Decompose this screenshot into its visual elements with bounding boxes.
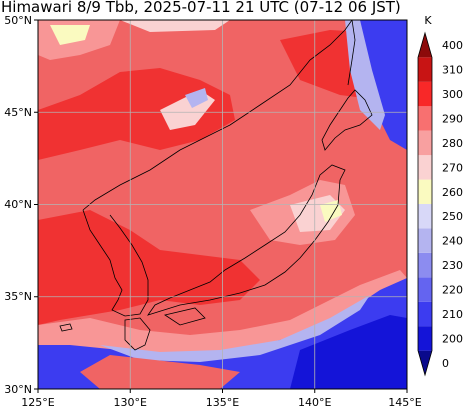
- hot-region-korea: [38, 210, 260, 325]
- xtick-label-145: 145°E: [388, 396, 421, 409]
- ytick-label-35: 35°N: [4, 290, 32, 303]
- colorbar-label-200: 200: [442, 332, 463, 345]
- cream-patch: [320, 200, 342, 222]
- pale-blue-band-south: [100, 295, 370, 362]
- colorbar-cell-7: [418, 179, 432, 204]
- map-title: Himawari 8/9 Tbb, 2025-07-11 21 UTC (07-…: [1, 0, 401, 16]
- colorbar-label-210: 210: [442, 308, 463, 321]
- colorbar-label-250: 250: [442, 210, 463, 223]
- colorbar-label-290: 290: [442, 113, 463, 126]
- ytick-label-45: 45°N: [4, 106, 32, 119]
- coastline-asia: [82, 20, 353, 211]
- colorbar-cell-8: [418, 155, 432, 180]
- colorbar-cell-9: [418, 130, 432, 156]
- colorbar-cell-2: [418, 301, 432, 327]
- colorbar: K 0 200 210 220 230 240 250 260 270 280 290 300 310 4…: [417, 14, 463, 377]
- colorbar-label-220: 220: [442, 284, 463, 297]
- colorbar-cell-0: [418, 350, 432, 375]
- hot-region-north: [38, 68, 235, 160]
- colorbar-cell-3: [418, 277, 432, 302]
- coastline-hokkaido: [321, 89, 373, 151]
- colorbar-cell-10: [418, 106, 432, 131]
- map-gridlines: [38, 20, 407, 389]
- colorbar-label-240: 240: [442, 235, 463, 248]
- colorbar-cell-13: [418, 33, 432, 58]
- coastline-korea: [82, 209, 149, 317]
- colorbar-label-300: 300: [442, 88, 463, 101]
- colorbar-cell-11: [418, 81, 432, 107]
- colorbar-cell-4: [418, 252, 432, 278]
- coastline-sakhalin: [347, 20, 356, 86]
- pale-region-northeast: [345, 20, 385, 130]
- pale-blue-streak: [185, 88, 208, 108]
- coastline-honshu: [146, 164, 346, 316]
- colorbar-label-260: 260: [442, 186, 463, 199]
- colorbar-label-280: 280: [442, 137, 463, 150]
- xtick-label-140: 140°E: [298, 396, 331, 409]
- warm-band-southwest: [80, 355, 240, 389]
- colorbar-cell-6: [418, 204, 432, 229]
- colorbar-cell-5: [418, 228, 432, 253]
- coastlines: [59, 20, 373, 351]
- colorbar-label-400: 400: [442, 39, 463, 52]
- xtick-label-130: 130°E: [114, 396, 147, 409]
- colorbar-label-0: 0: [442, 357, 449, 370]
- cream-region-northwest: [50, 25, 90, 45]
- axis-ticks: [34, 19, 408, 393]
- deep-blue-south: [290, 315, 407, 389]
- xtick-label-125: 125°E: [21, 396, 54, 409]
- colorbar-label-230: 230: [442, 259, 463, 272]
- colorbar-cell-12: [418, 57, 432, 82]
- colorbar-cell-1: [418, 326, 432, 351]
- ytick-label-30: 30°N: [4, 383, 32, 396]
- coastline-shikoku: [164, 307, 206, 326]
- colorbar-label-270: 270: [442, 161, 463, 174]
- ytick-label-40: 40°N: [4, 198, 32, 211]
- colorbar-label-310: 310: [442, 64, 463, 77]
- coastline-kyushu: [124, 317, 151, 351]
- xtick-label-135: 135°E: [206, 396, 239, 409]
- coastline-jeju: [59, 323, 73, 332]
- pale-region-top: [120, 20, 230, 32]
- colorbar-outline: [417, 31, 433, 377]
- ytick-label-50: 50°N: [4, 14, 32, 27]
- colorbar-unit: K: [424, 14, 432, 27]
